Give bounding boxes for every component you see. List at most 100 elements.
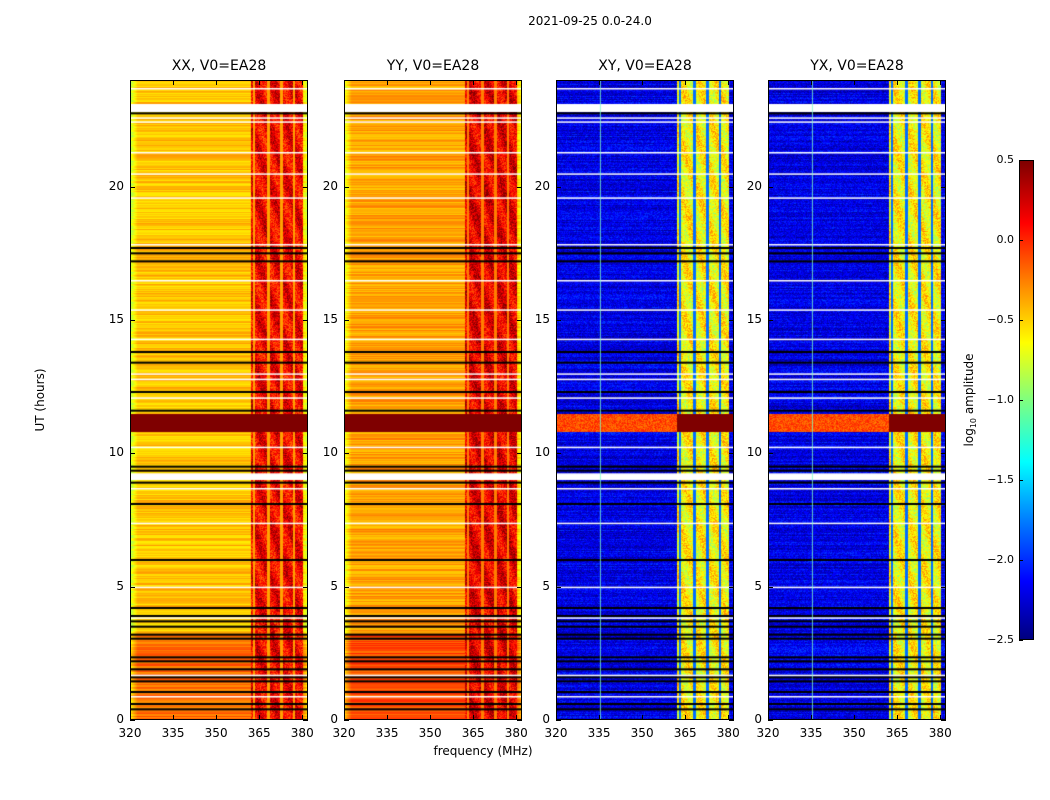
y-tick-mark xyxy=(303,186,308,188)
x-tick-label: 365 xyxy=(461,726,485,740)
y-tick-mark xyxy=(517,586,522,588)
x-tick-mark xyxy=(685,715,687,720)
x-tick-label: 350 xyxy=(204,726,228,740)
y-tick-label: 0 xyxy=(330,712,338,726)
x-tick-label: 335 xyxy=(587,726,611,740)
x-tick-label: 335 xyxy=(161,726,185,740)
colorbar-tick-label: −1.5 xyxy=(987,473,1014,486)
x-tick-mark xyxy=(173,715,175,720)
x-tick-label: 320 xyxy=(332,726,356,740)
x-tick-mark xyxy=(302,715,304,720)
waterfall-image xyxy=(130,80,308,720)
x-tick-mark xyxy=(599,715,601,720)
figure-suptitle: 2021-09-25 0.0-24.0 xyxy=(528,14,652,28)
colorbar-tick-label: −1.0 xyxy=(987,393,1014,406)
y-tick-mark xyxy=(768,453,773,455)
colorbar-tick-mark xyxy=(1019,240,1023,241)
y-tick-mark xyxy=(556,720,561,721)
y-tick-label: 5 xyxy=(330,578,338,593)
y-tick-mark xyxy=(517,186,522,188)
y-tick-mark xyxy=(941,453,946,455)
x-tick-mark xyxy=(685,80,687,85)
y-tick-mark xyxy=(344,720,349,721)
y-tick-mark xyxy=(729,453,734,455)
panel-title: XX, V0=EA28 xyxy=(171,58,267,74)
x-tick-label: 350 xyxy=(842,726,866,740)
x-tick-mark xyxy=(940,80,942,85)
x-tick-mark xyxy=(344,715,345,720)
x-tick-label: 380 xyxy=(716,726,740,740)
y-tick-mark xyxy=(729,720,734,721)
x-tick-mark xyxy=(728,80,730,85)
colorbar-tick-label: 0.5 xyxy=(996,153,1015,166)
x-tick-mark xyxy=(516,715,518,720)
x-tick-label: 380 xyxy=(928,726,952,740)
colorbar-tick-mark xyxy=(1019,160,1023,161)
x-tick-label: 365 xyxy=(673,726,697,740)
x-tick-mark xyxy=(940,715,942,720)
colorbar-tick-label: −2.0 xyxy=(987,553,1014,566)
x-tick-label: 365 xyxy=(247,726,271,740)
x-tick-mark xyxy=(516,80,518,85)
x-tick-label: 380 xyxy=(504,726,528,740)
x-tick-mark xyxy=(430,715,432,720)
y-tick-mark xyxy=(303,453,308,455)
y-tick-mark xyxy=(344,186,349,188)
panel-yy: YY, V0=EA28 0 5 10 15 20 320 335 350 365 380 xyxy=(323,58,528,740)
x-tick-mark xyxy=(854,715,856,720)
x-tick-mark xyxy=(728,715,730,720)
y-tick-label: 5 xyxy=(754,578,762,593)
x-tick-label: 350 xyxy=(630,726,654,740)
y-tick-mark xyxy=(556,320,561,321)
panel-title: YY, V0=EA28 xyxy=(386,58,480,74)
y-tick-mark xyxy=(344,320,349,321)
x-tick-mark xyxy=(556,80,557,85)
x-tick-mark xyxy=(556,715,557,720)
y-tick-mark xyxy=(303,320,308,321)
x-tick-mark xyxy=(642,715,644,720)
y-tick-mark xyxy=(130,320,135,321)
y-tick-label: 15 xyxy=(534,312,550,326)
colorbar-tick-mark xyxy=(1019,560,1023,561)
x-tick-label: 335 xyxy=(375,726,399,740)
x-axis-label: frequency (MHz) xyxy=(433,744,533,758)
y-tick-mark xyxy=(941,186,946,188)
x-tick-mark xyxy=(259,80,261,85)
x-tick-label: 320 xyxy=(544,726,568,740)
colorbar-tick-mark xyxy=(1019,400,1023,401)
y-tick-mark xyxy=(768,186,773,188)
y-tick-mark xyxy=(556,186,561,188)
y-tick-label: 10 xyxy=(108,445,124,460)
y-tick-label: 0 xyxy=(116,712,124,726)
y-tick-mark xyxy=(344,453,349,455)
y-axis-label: UT (hours) xyxy=(33,368,47,432)
x-tick-mark xyxy=(430,80,432,85)
y-tick-label: 15 xyxy=(108,312,124,326)
x-tick-mark xyxy=(387,80,389,85)
y-tick-mark xyxy=(941,586,946,588)
y-tick-mark xyxy=(303,586,308,588)
x-tick-mark xyxy=(130,715,131,720)
x-tick-mark xyxy=(130,80,131,85)
x-tick-mark xyxy=(216,715,218,720)
x-tick-mark xyxy=(302,80,304,85)
y-tick-mark xyxy=(130,453,135,455)
y-tick-label: 15 xyxy=(322,312,338,326)
y-tick-mark xyxy=(517,720,522,721)
y-tick-mark xyxy=(556,453,561,455)
x-tick-mark xyxy=(473,80,475,85)
y-tick-mark xyxy=(517,320,522,321)
y-tick-label: 20 xyxy=(322,178,338,193)
x-tick-label: 335 xyxy=(799,726,823,740)
x-tick-mark xyxy=(811,80,813,85)
colorbar-tick-label: 0.0 xyxy=(996,233,1015,246)
x-tick-mark xyxy=(599,80,601,85)
y-tick-mark xyxy=(344,586,349,588)
panel-title: YX, V0=EA28 xyxy=(810,58,904,74)
y-tick-label: 15 xyxy=(746,312,762,326)
y-tick-label: 10 xyxy=(534,445,550,460)
y-tick-mark xyxy=(130,586,135,588)
y-tick-mark xyxy=(130,186,135,188)
y-tick-label: 10 xyxy=(746,445,762,460)
x-tick-mark xyxy=(897,80,899,85)
